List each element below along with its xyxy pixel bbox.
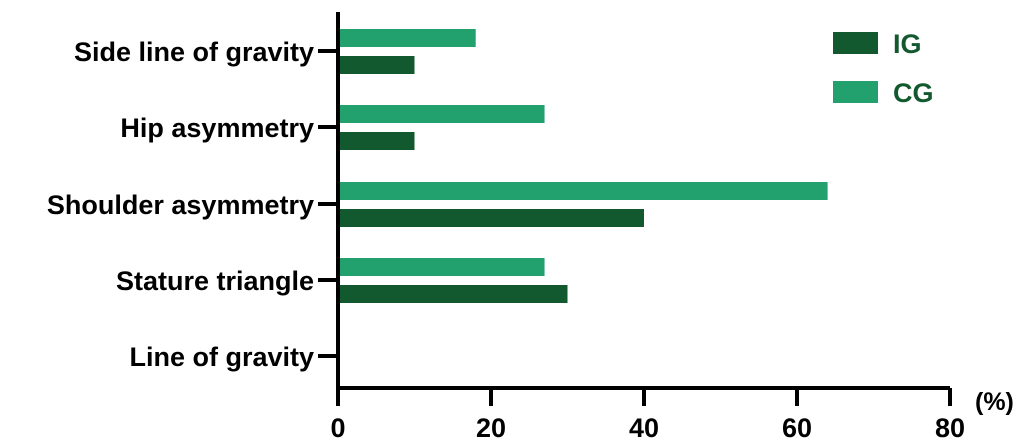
legend-swatch-ig bbox=[833, 32, 878, 54]
bar-ig-2 bbox=[338, 209, 644, 227]
axes-layer bbox=[336, 12, 950, 390]
bar-cg-1 bbox=[338, 105, 545, 123]
legend-label-cg: CG bbox=[893, 78, 934, 108]
y-ticks-layer: Side line of gravity Hip asymmetry Shoulde… bbox=[47, 37, 338, 372]
legend-label-ig: IG bbox=[893, 29, 922, 59]
x-tick-label-3: 60 bbox=[782, 413, 812, 439]
bar-ig-3 bbox=[338, 285, 568, 303]
bars-layer bbox=[338, 29, 828, 303]
x-unit-label: (%) bbox=[975, 388, 1014, 416]
category-label-3: Stature triangle bbox=[116, 266, 314, 296]
x-tick-label-2: 40 bbox=[629, 413, 659, 439]
legend-swatch-cg bbox=[833, 81, 878, 103]
legend: IG CG bbox=[833, 29, 934, 108]
category-label-1: Hip asymmetry bbox=[120, 113, 314, 143]
bar-cg-0 bbox=[338, 29, 476, 47]
x-tick-label-4: 80 bbox=[935, 413, 965, 439]
category-label-4: Line of gravity bbox=[129, 342, 314, 372]
bar-ig-1 bbox=[338, 132, 415, 150]
category-label-2: Shoulder asymmetry bbox=[47, 190, 314, 220]
x-tick-label-1: 20 bbox=[476, 413, 506, 439]
bar-cg-3 bbox=[338, 258, 545, 276]
bar-ig-0 bbox=[338, 56, 415, 74]
category-label-0: Side line of gravity bbox=[74, 37, 314, 67]
x-ticks-layer: 0 20 40 60 80 bbox=[330, 388, 965, 443]
x-tick-label-0: 0 bbox=[330, 413, 345, 439]
bar-cg-2 bbox=[338, 182, 828, 200]
